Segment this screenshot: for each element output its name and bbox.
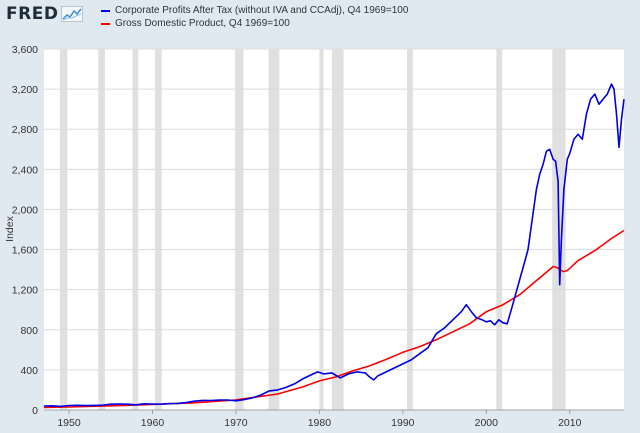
recession-band-6 — [319, 49, 324, 410]
fred-logo[interactable]: FRED — [6, 4, 84, 24]
recession-band-9 — [496, 49, 503, 410]
y-tick-label-8: 3,200 — [12, 84, 38, 96]
legend-item-gdp[interactable]: Gross Domestic Product, Q4 1969=100 — [101, 17, 408, 30]
recession-bands — [59, 49, 566, 410]
legend-label-profits: Corporate Profits After Tax (without IVA… — [115, 5, 409, 16]
x-tick-label-2: 1970 — [224, 417, 248, 429]
series-line-0 — [43, 83, 625, 408]
y-tick-label-7: 2,800 — [12, 124, 38, 136]
series-lines — [43, 83, 625, 409]
gridlines — [44, 48, 624, 371]
y-tick-label-9: 3,600 — [12, 44, 38, 56]
y-axis-title: Index — [4, 215, 16, 241]
chart-header: FRED Corporate Profits After Tax (withou… — [0, 0, 640, 32]
recession-band-4 — [235, 49, 244, 410]
x-tick-label-6: 2010 — [558, 417, 582, 429]
legend-swatch-profits — [101, 9, 110, 12]
legend-item-profits[interactable]: Corporate Profits After Tax (without IVA… — [101, 4, 408, 17]
y-tick-label-2: 800 — [20, 325, 38, 337]
line-chart-icon — [61, 6, 84, 22]
recession-band-2 — [132, 49, 139, 410]
recession-band-8 — [407, 49, 413, 410]
recession-band-5 — [268, 49, 280, 410]
recession-band-7 — [331, 49, 344, 410]
legend-label-gdp: Gross Domestic Product, Q4 1969=100 — [115, 18, 290, 29]
x-tick-label-0: 1950 — [57, 417, 81, 429]
legend-swatch-gdp — [101, 22, 110, 25]
recession-band-3 — [154, 49, 162, 410]
y-tick-label-5: 2,000 — [12, 204, 38, 216]
chart-legend: Corporate Profits After Tax (without IVA… — [101, 4, 408, 30]
x-tick-label-3: 1980 — [308, 417, 332, 429]
recession-band-0 — [59, 49, 68, 410]
axes: 0 400 800 1,200 1,600 2,000 2,400 2,800 3,200 3,6… — [12, 44, 624, 429]
y-tick-label-1: 400 — [20, 365, 38, 377]
x-tick-label-5: 2000 — [475, 417, 499, 429]
y-tick-label-3: 1,200 — [12, 285, 38, 297]
x-tick-label-1: 1960 — [141, 417, 165, 429]
y-tick-label-6: 2,400 — [12, 164, 38, 176]
recession-band-1 — [98, 49, 105, 410]
x-tick-label-4: 1990 — [391, 417, 415, 429]
logo-text: FRED — [6, 4, 59, 24]
y-tick-label-4: 1,600 — [12, 245, 38, 257]
y-tick-label-0: 0 — [32, 405, 38, 417]
